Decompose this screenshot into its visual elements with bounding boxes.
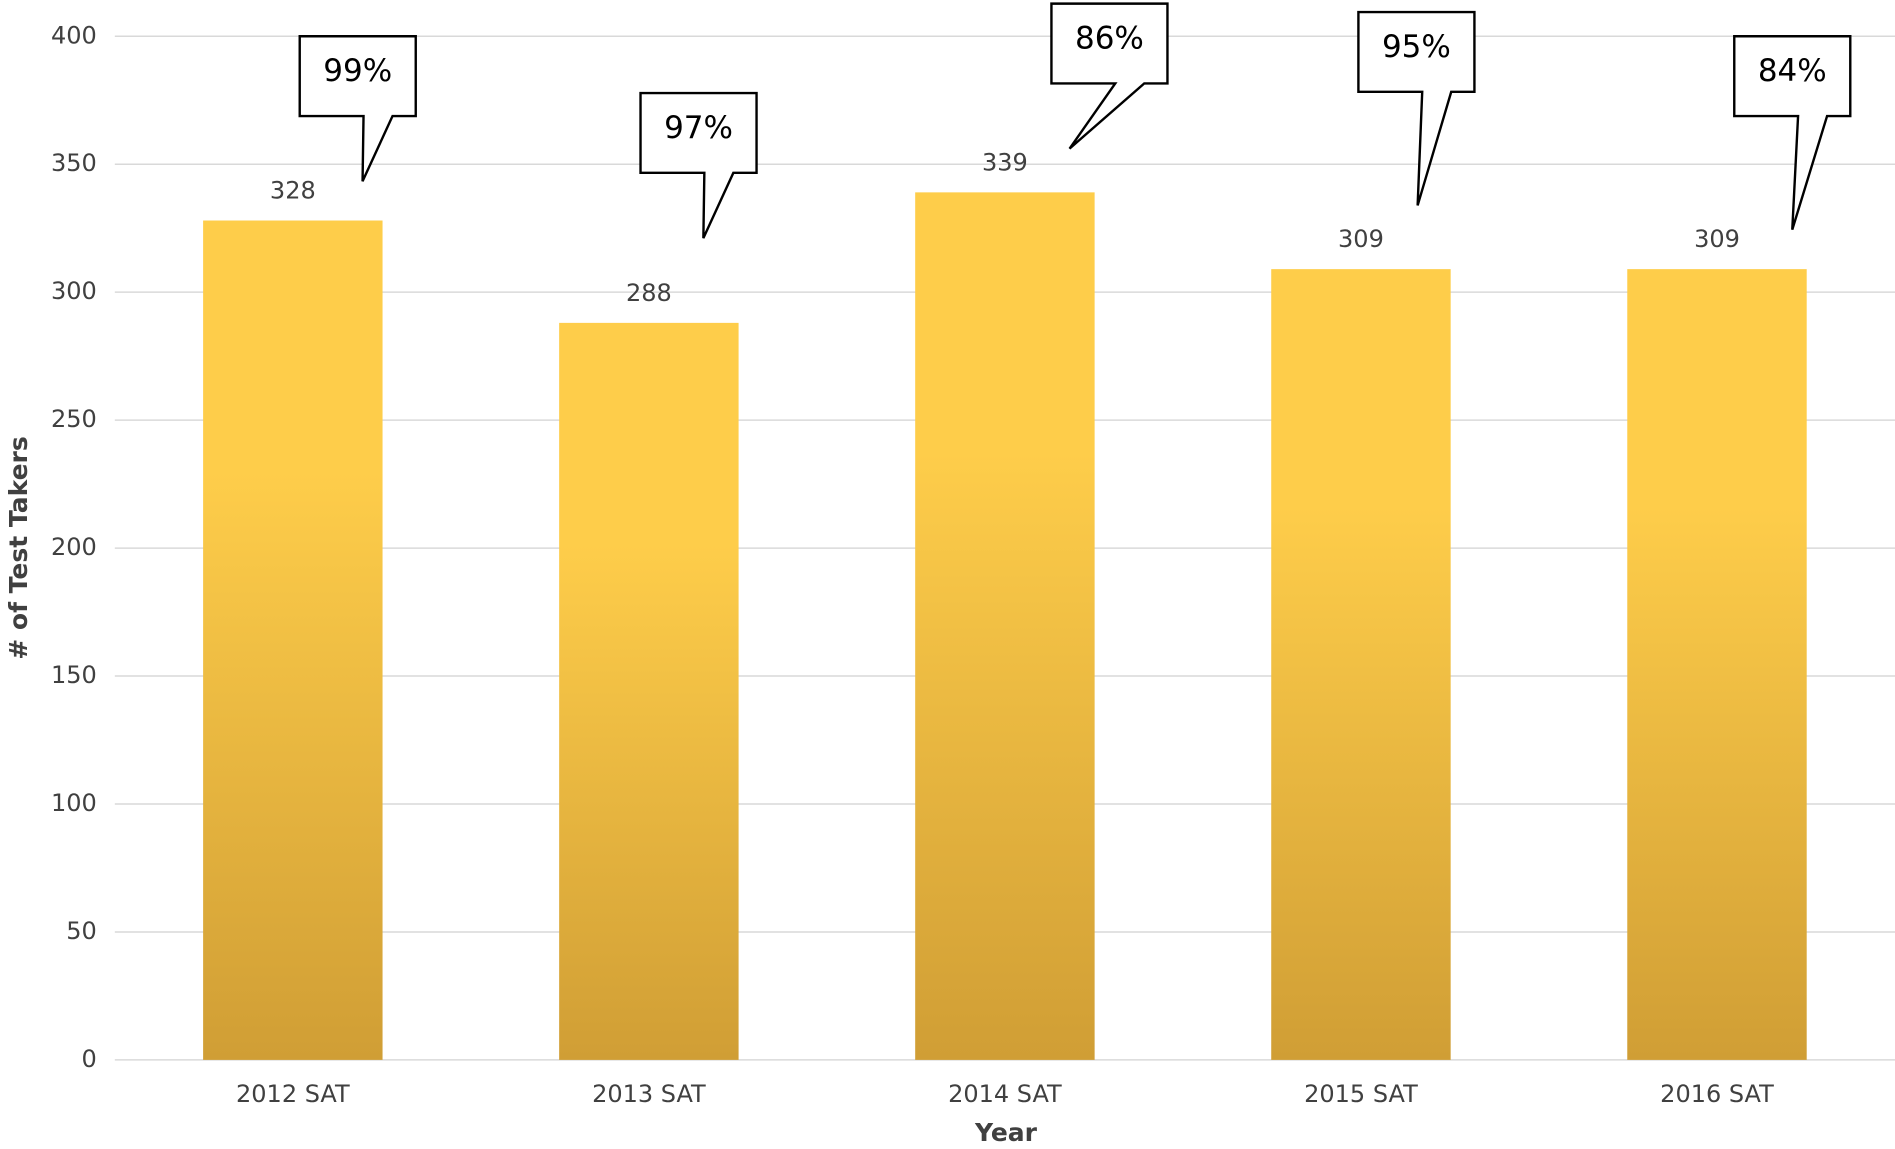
y-tick-label: 150 xyxy=(51,661,97,689)
callout-box xyxy=(298,35,417,182)
x-tick-label: 2016 SAT xyxy=(1660,1080,1774,1108)
callout-label: 99% xyxy=(323,53,392,89)
callout-box xyxy=(639,91,758,239)
callout-box xyxy=(1050,2,1169,150)
y-tick-label: 350 xyxy=(51,149,97,177)
y-tick-label: 400 xyxy=(51,21,97,49)
y-tick-label: 200 xyxy=(51,533,97,561)
x-axis-label: Year xyxy=(974,1118,1038,1147)
x-tick-label: 2014 SAT xyxy=(948,1080,1062,1108)
y-axis-label: # of Test Takers xyxy=(4,436,33,659)
callout-box xyxy=(1357,10,1476,206)
y-tick-label: 100 xyxy=(51,789,97,817)
data-label: 328 xyxy=(270,177,316,205)
callout-box xyxy=(1733,35,1852,230)
bar xyxy=(559,322,739,1060)
callout-label: 86% xyxy=(1075,20,1144,56)
x-tick-label: 2015 SAT xyxy=(1304,1080,1418,1108)
y-tick-label: 50 xyxy=(66,917,97,945)
y-tick-label: 300 xyxy=(51,277,97,305)
x-tick-label: 2012 SAT xyxy=(236,1080,350,1108)
data-label: 309 xyxy=(1338,225,1384,253)
bar xyxy=(1271,269,1451,1060)
bar xyxy=(1627,269,1807,1060)
bar xyxy=(203,220,383,1060)
data-label: 288 xyxy=(626,279,672,307)
y-tick-label: 0 xyxy=(82,1045,97,1073)
callout-label: 95% xyxy=(1382,29,1451,65)
bar xyxy=(915,192,1095,1060)
callout-label: 84% xyxy=(1758,53,1827,89)
data-label: 339 xyxy=(982,148,1028,176)
callout-label: 97% xyxy=(664,110,733,146)
x-tick-label: 2013 SAT xyxy=(592,1080,706,1108)
y-tick-label: 250 xyxy=(51,405,97,433)
data-label: 309 xyxy=(1694,225,1740,253)
